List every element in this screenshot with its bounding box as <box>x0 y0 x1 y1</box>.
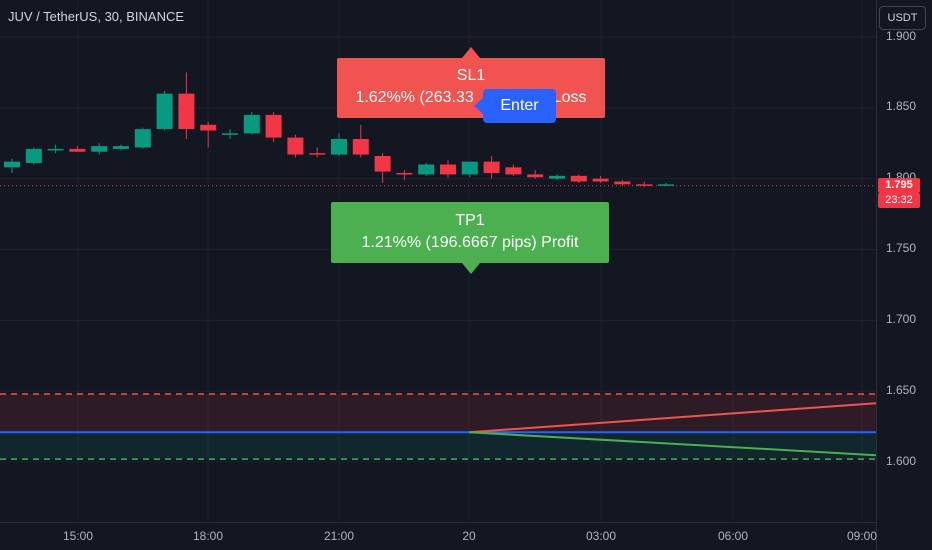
candle-body <box>309 153 326 155</box>
candle-body <box>69 148 86 152</box>
candle-body <box>505 167 522 175</box>
price-tick: 1.600 <box>886 454 917 468</box>
price-tick: 1.900 <box>886 29 917 43</box>
candle-body <box>4 161 20 168</box>
price-tick: 1.850 <box>886 99 917 113</box>
candle-body <box>331 138 347 155</box>
bar-countdown-tag: 23:32 <box>878 193 920 208</box>
take-profit-label[interactable]: TP1 1.21%% (196.6667 pips) Profit <box>331 202 609 263</box>
candle-body <box>25 148 42 164</box>
candle-body <box>658 184 674 186</box>
candle-body <box>265 114 282 138</box>
candle-body <box>352 138 369 155</box>
candle-body <box>222 133 238 135</box>
candle-body <box>287 137 304 155</box>
price-axis[interactable] <box>876 0 932 550</box>
candle-body <box>636 184 653 186</box>
candle-body <box>527 174 544 178</box>
price-tick: 1.750 <box>886 241 917 255</box>
time-axis[interactable] <box>0 522 876 550</box>
time-tick: 21:00 <box>323 529 355 543</box>
currency-button[interactable]: USDT <box>879 6 926 30</box>
take-profit-title: TP1 <box>455 212 485 229</box>
stop-loss-suffix: Loss <box>552 89 587 106</box>
stop-loss-label[interactable]: SL1 1.62%% (263.33 Loss <box>337 58 605 118</box>
time-tick: 18:00 <box>192 529 224 543</box>
stop-loss-detail: 1.62%% (263.33 Loss <box>337 87 605 109</box>
time-tick: 15:00 <box>62 529 94 543</box>
candle-body <box>570 175 587 182</box>
stop-loss-percent: 1.62%% (263.33 <box>355 89 474 106</box>
take-profit-zone <box>0 432 876 460</box>
stop-loss-pointer <box>462 47 480 58</box>
candle-body <box>396 172 413 175</box>
candle-body <box>47 148 64 151</box>
candle-body <box>614 181 631 185</box>
candle-body <box>592 178 609 182</box>
candle-body <box>243 114 260 134</box>
take-profit-projection <box>468 431 877 457</box>
candle-body <box>549 175 565 179</box>
price-tick: 1.700 <box>886 312 917 326</box>
time-tick: 03:00 <box>585 529 617 543</box>
current-price-tag: 1.795 <box>878 178 920 193</box>
time-tick: 06:00 <box>717 529 749 543</box>
candle-body <box>483 161 500 173</box>
candle-body <box>374 155 391 172</box>
candle-body <box>440 164 456 175</box>
candle-body <box>178 93 195 130</box>
time-tick: 20 <box>462 529 476 543</box>
candle-body <box>113 146 129 149</box>
time-tick: 09:00 <box>846 529 878 543</box>
candle-body <box>91 146 108 152</box>
candle-body <box>156 93 173 130</box>
take-profit-pointer <box>462 263 480 274</box>
price-tick: 1.650 <box>886 383 917 397</box>
stop-loss-title: SL1 <box>456 67 486 84</box>
stop-loss-projection <box>468 402 877 434</box>
candle-body <box>461 161 478 175</box>
candle-body <box>134 129 151 148</box>
candle-body <box>418 164 435 175</box>
enter-pointer <box>474 98 483 114</box>
symbol-title[interactable]: JUV / TetherUS, 30, BINANCE <box>8 9 185 24</box>
candle-body <box>200 124 217 131</box>
take-profit-detail: 1.21%% (196.6667 pips) Profit <box>361 234 579 251</box>
enter-label[interactable]: Enter <box>483 89 556 123</box>
